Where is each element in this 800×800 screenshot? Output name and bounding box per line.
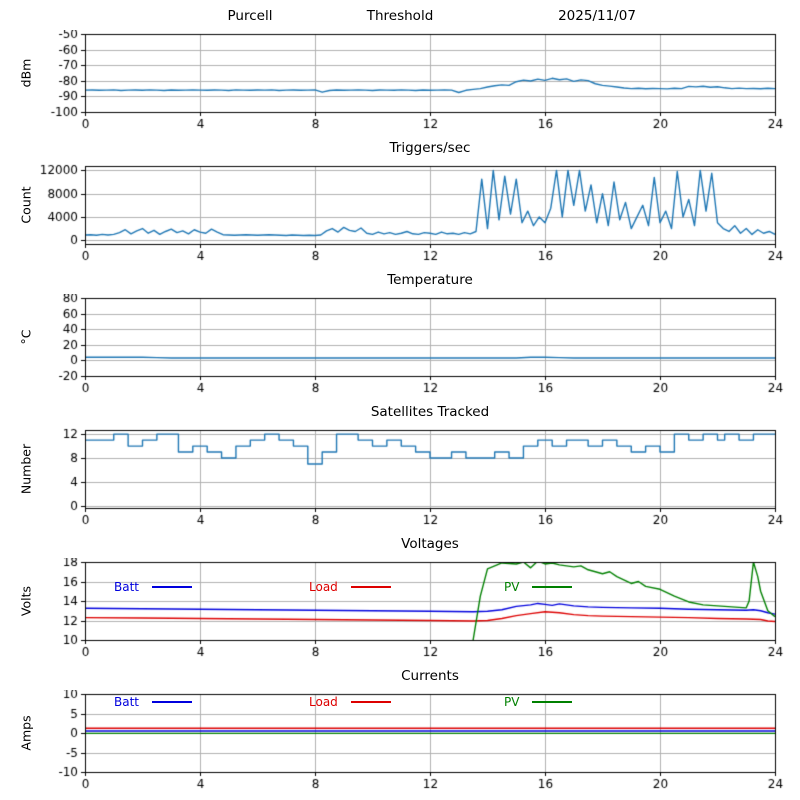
satellites-chart-title: Satellites Tracked bbox=[370, 404, 490, 420]
legend-label-batt: Batt bbox=[114, 580, 139, 594]
legend-label-load: Load bbox=[309, 580, 338, 594]
temperature-chart-title: Temperature bbox=[387, 272, 473, 288]
triggers-chart-title: Triggers/sec bbox=[389, 140, 471, 156]
legend-item-batt: Batt bbox=[114, 580, 192, 594]
currents-plot-canvas bbox=[0, 690, 800, 798]
legend-line-pv bbox=[532, 586, 573, 588]
legend-line-load bbox=[350, 701, 391, 703]
date-label: 2025/11/07 bbox=[558, 8, 636, 24]
legend-line-load bbox=[350, 586, 391, 588]
threshold-label: Threshold bbox=[366, 8, 434, 24]
legend-label-batt: Batt bbox=[114, 695, 139, 709]
voltages-chart-section: Voltages Volts Batt Load PV bbox=[0, 534, 800, 666]
legend-label-load: Load bbox=[309, 695, 338, 709]
currents-chart-title: Currents bbox=[401, 668, 459, 684]
voltages-plot-canvas bbox=[0, 558, 800, 666]
legend-item-pv: PV bbox=[504, 580, 573, 594]
legend-line-pv bbox=[532, 701, 573, 703]
signal-chart-title: Purcell Threshold 2025/11/07 bbox=[85, 8, 775, 28]
voltages-chart-title: Voltages bbox=[401, 536, 459, 552]
legend-item-load: Load bbox=[309, 695, 391, 709]
station-name-label: Purcell bbox=[227, 8, 273, 24]
legend-line-batt bbox=[152, 586, 192, 588]
legend-item-load: Load bbox=[309, 580, 391, 594]
satellites-plot-canvas bbox=[0, 426, 800, 534]
temperature-chart-section: Temperature °C bbox=[0, 270, 800, 402]
legend-label-pv: PV bbox=[504, 695, 520, 709]
signal-chart-section: Purcell Threshold 2025/11/07 dBm bbox=[0, 6, 800, 138]
currents-chart-section: Currents Amps Batt Load PV bbox=[0, 666, 800, 798]
satellites-chart-section: Satellites Tracked Number bbox=[0, 402, 800, 534]
legend-item-batt: Batt bbox=[114, 695, 192, 709]
legend-item-pv: PV bbox=[504, 695, 573, 709]
triggers-chart-section: Triggers/sec Count bbox=[0, 138, 800, 270]
legend-label-pv: PV bbox=[504, 580, 520, 594]
temperature-plot-canvas bbox=[0, 294, 800, 402]
legend-line-batt bbox=[152, 701, 192, 703]
triggers-plot-canvas bbox=[0, 162, 800, 270]
signal-plot-canvas bbox=[0, 30, 800, 138]
